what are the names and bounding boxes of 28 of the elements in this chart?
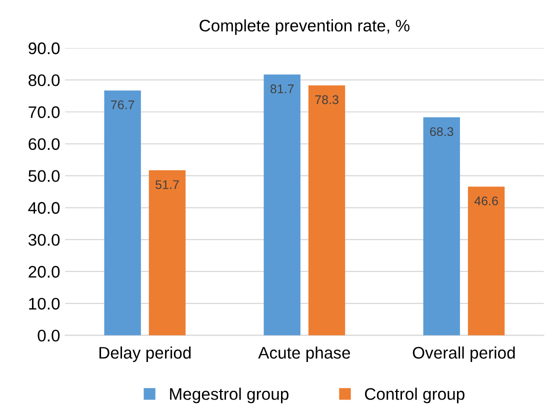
- data-label: 78.3: [315, 95, 338, 104]
- bar: [308, 85, 346, 336]
- chart-title: Complete prevention rate, %: [200, 19, 410, 35]
- data-label: 51.7: [156, 180, 179, 190]
- y-tick-label: 0.0: [38, 330, 60, 342]
- y-tick-label: 50.0: [28, 170, 60, 182]
- bar: [148, 170, 186, 336]
- data-label: 81.7: [270, 84, 294, 94]
- y-tick-label: 10.0: [29, 298, 60, 310]
- bar: [264, 74, 300, 336]
- legend-label: Control group: [365, 388, 464, 404]
- y-tick-label: 70.0: [28, 106, 60, 118]
- bar: [423, 117, 460, 336]
- y-tick-label: 30.0: [28, 234, 60, 246]
- data-label: 68.3: [430, 127, 454, 136]
- legend-label: Megestrol group: [170, 388, 288, 404]
- data-label: 46.6: [474, 196, 498, 206]
- x-tick-label: Overall period: [412, 346, 515, 362]
- y-tick-label: 20.0: [28, 266, 60, 278]
- bar: [104, 90, 141, 336]
- y-tick-label: 40.0: [28, 202, 60, 214]
- x-tick-label: Delay period: [99, 346, 191, 362]
- y-tick-label: 80.0: [28, 74, 60, 86]
- data-label: 76.7: [111, 100, 134, 110]
- y-tick-label: 60.0: [28, 138, 60, 150]
- y-tick-label: 90.0: [28, 42, 60, 54]
- bar: [468, 186, 505, 336]
- x-tick-label: Acute phase: [258, 346, 350, 362]
